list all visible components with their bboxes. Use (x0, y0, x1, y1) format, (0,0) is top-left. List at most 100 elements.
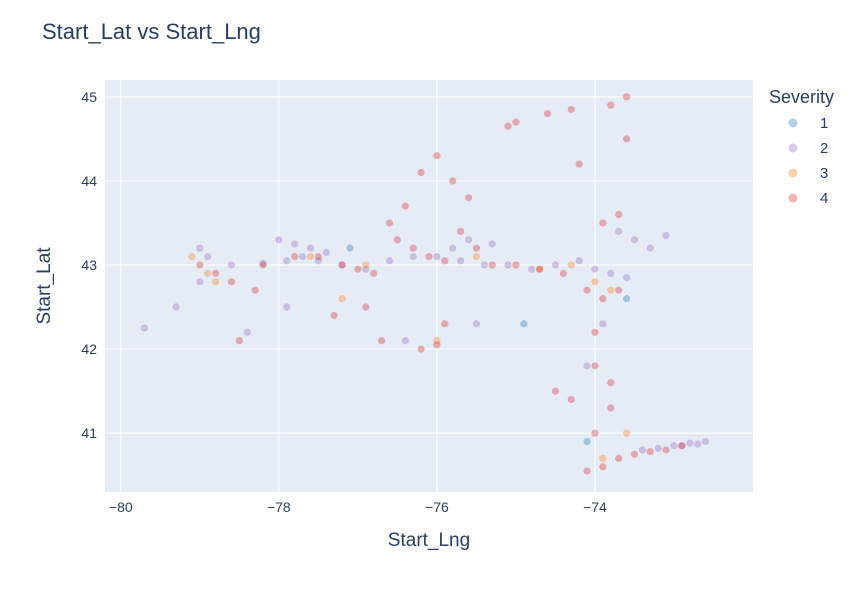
scatter-point (235, 337, 243, 345)
x-tick-label: −74 (583, 499, 607, 515)
scatter-point (449, 244, 457, 252)
scatter-point (630, 236, 639, 244)
legend-item-2[interactable]: 2 (788, 140, 829, 157)
scatter-point (622, 93, 631, 101)
legend-item-1[interactable]: 1 (788, 115, 829, 132)
scatter-point (172, 303, 180, 311)
scatter-point (591, 265, 599, 273)
scatter-point (283, 303, 291, 311)
x-tick-label: −78 (267, 499, 291, 515)
scatter-point (385, 219, 394, 227)
scatter-point (196, 261, 204, 269)
scatter-point (417, 345, 425, 353)
scatter-point (575, 160, 583, 168)
y-axis-label: Start_Lat (34, 247, 55, 325)
scatter-point (227, 278, 236, 286)
scatter-point (377, 337, 386, 345)
scatter-point (615, 227, 623, 235)
scatter-point (701, 437, 710, 446)
scatter-point (607, 101, 615, 109)
scatter-point (417, 168, 425, 177)
scatter-point (591, 429, 599, 437)
chart-title: Start_Lat vs Start_Lng (42, 19, 261, 44)
scatter-point (291, 240, 299, 248)
scatter-point (622, 429, 631, 437)
scatter-point (433, 152, 441, 160)
legend-label: 3 (820, 165, 828, 182)
scatter-point (662, 231, 670, 240)
scatter-point (646, 448, 654, 456)
scatter-point (401, 337, 409, 345)
scatter-point (204, 252, 212, 261)
scatter-points (140, 93, 710, 475)
scatter-point (630, 450, 639, 458)
series-1 (346, 244, 631, 446)
scatter-point (314, 257, 322, 265)
scatter-point (441, 320, 449, 328)
scatter-point (678, 442, 686, 450)
scatter-point (599, 295, 607, 303)
scatter-point (464, 194, 473, 202)
scatter-point (536, 265, 544, 273)
scatter-point (306, 252, 315, 261)
scatter-point (362, 303, 370, 311)
scatter-point (472, 244, 481, 252)
scatter-point (393, 236, 401, 244)
scatter-point (354, 265, 362, 273)
scatter-point (591, 362, 599, 370)
scatter-point (686, 439, 694, 447)
scatter-point (409, 244, 417, 252)
scatter-point (504, 261, 512, 269)
scatter-point (457, 257, 465, 265)
scatter-point (615, 454, 623, 462)
scatter-point (638, 446, 646, 454)
scatter-point (385, 257, 394, 265)
scatter-point (543, 110, 552, 118)
scatter-point (259, 259, 267, 267)
scatter-point (615, 286, 623, 294)
scatter-point (441, 257, 449, 265)
y-tick-label: 41 (81, 425, 97, 441)
scatter-point (409, 252, 417, 261)
x-gridlines (120, 80, 596, 492)
y-tick-label: 44 (81, 173, 97, 189)
scatter-point (433, 252, 441, 261)
scatter-point (283, 257, 291, 265)
scatter-point (622, 135, 631, 143)
scatter-point (654, 444, 662, 452)
legend-item-4[interactable]: 4 (788, 190, 829, 207)
y-tick-labels: 41 42 43 44 45 (81, 89, 97, 441)
x-tick-label: −80 (109, 499, 133, 515)
legend-label: 2 (820, 140, 828, 157)
scatter-point (140, 324, 149, 332)
scatter-point (528, 265, 536, 273)
scatter-point (212, 278, 220, 286)
y-tick-label: 43 (81, 257, 97, 273)
series-4 (196, 93, 686, 475)
scatter-point (559, 269, 567, 277)
scatter-point (583, 467, 591, 475)
scatter-point (599, 219, 607, 227)
scatter-point (472, 252, 481, 261)
scatter-point (204, 269, 212, 277)
series-2 (140, 227, 710, 454)
scatter-point (480, 261, 488, 269)
scatter-point (551, 387, 560, 395)
scatter-point (607, 286, 615, 294)
legend-item-3[interactable]: 3 (788, 165, 829, 182)
legend-items[interactable]: 1 2 3 4 (788, 115, 829, 207)
scatter-point (306, 244, 315, 252)
scatter-point (504, 122, 512, 130)
y-tick-label: 42 (81, 341, 97, 357)
scatter-point (472, 320, 481, 328)
scatter-point (512, 118, 520, 126)
series-3 (188, 252, 631, 462)
legend-marker (788, 193, 798, 203)
scatter-point (314, 252, 322, 261)
scatter-point (512, 261, 520, 269)
legend[interactable]: Severity 1 2 3 4 (769, 87, 834, 207)
legend-title: Severity (769, 87, 834, 107)
scatter-point (259, 261, 267, 269)
scatter-point (662, 446, 670, 454)
